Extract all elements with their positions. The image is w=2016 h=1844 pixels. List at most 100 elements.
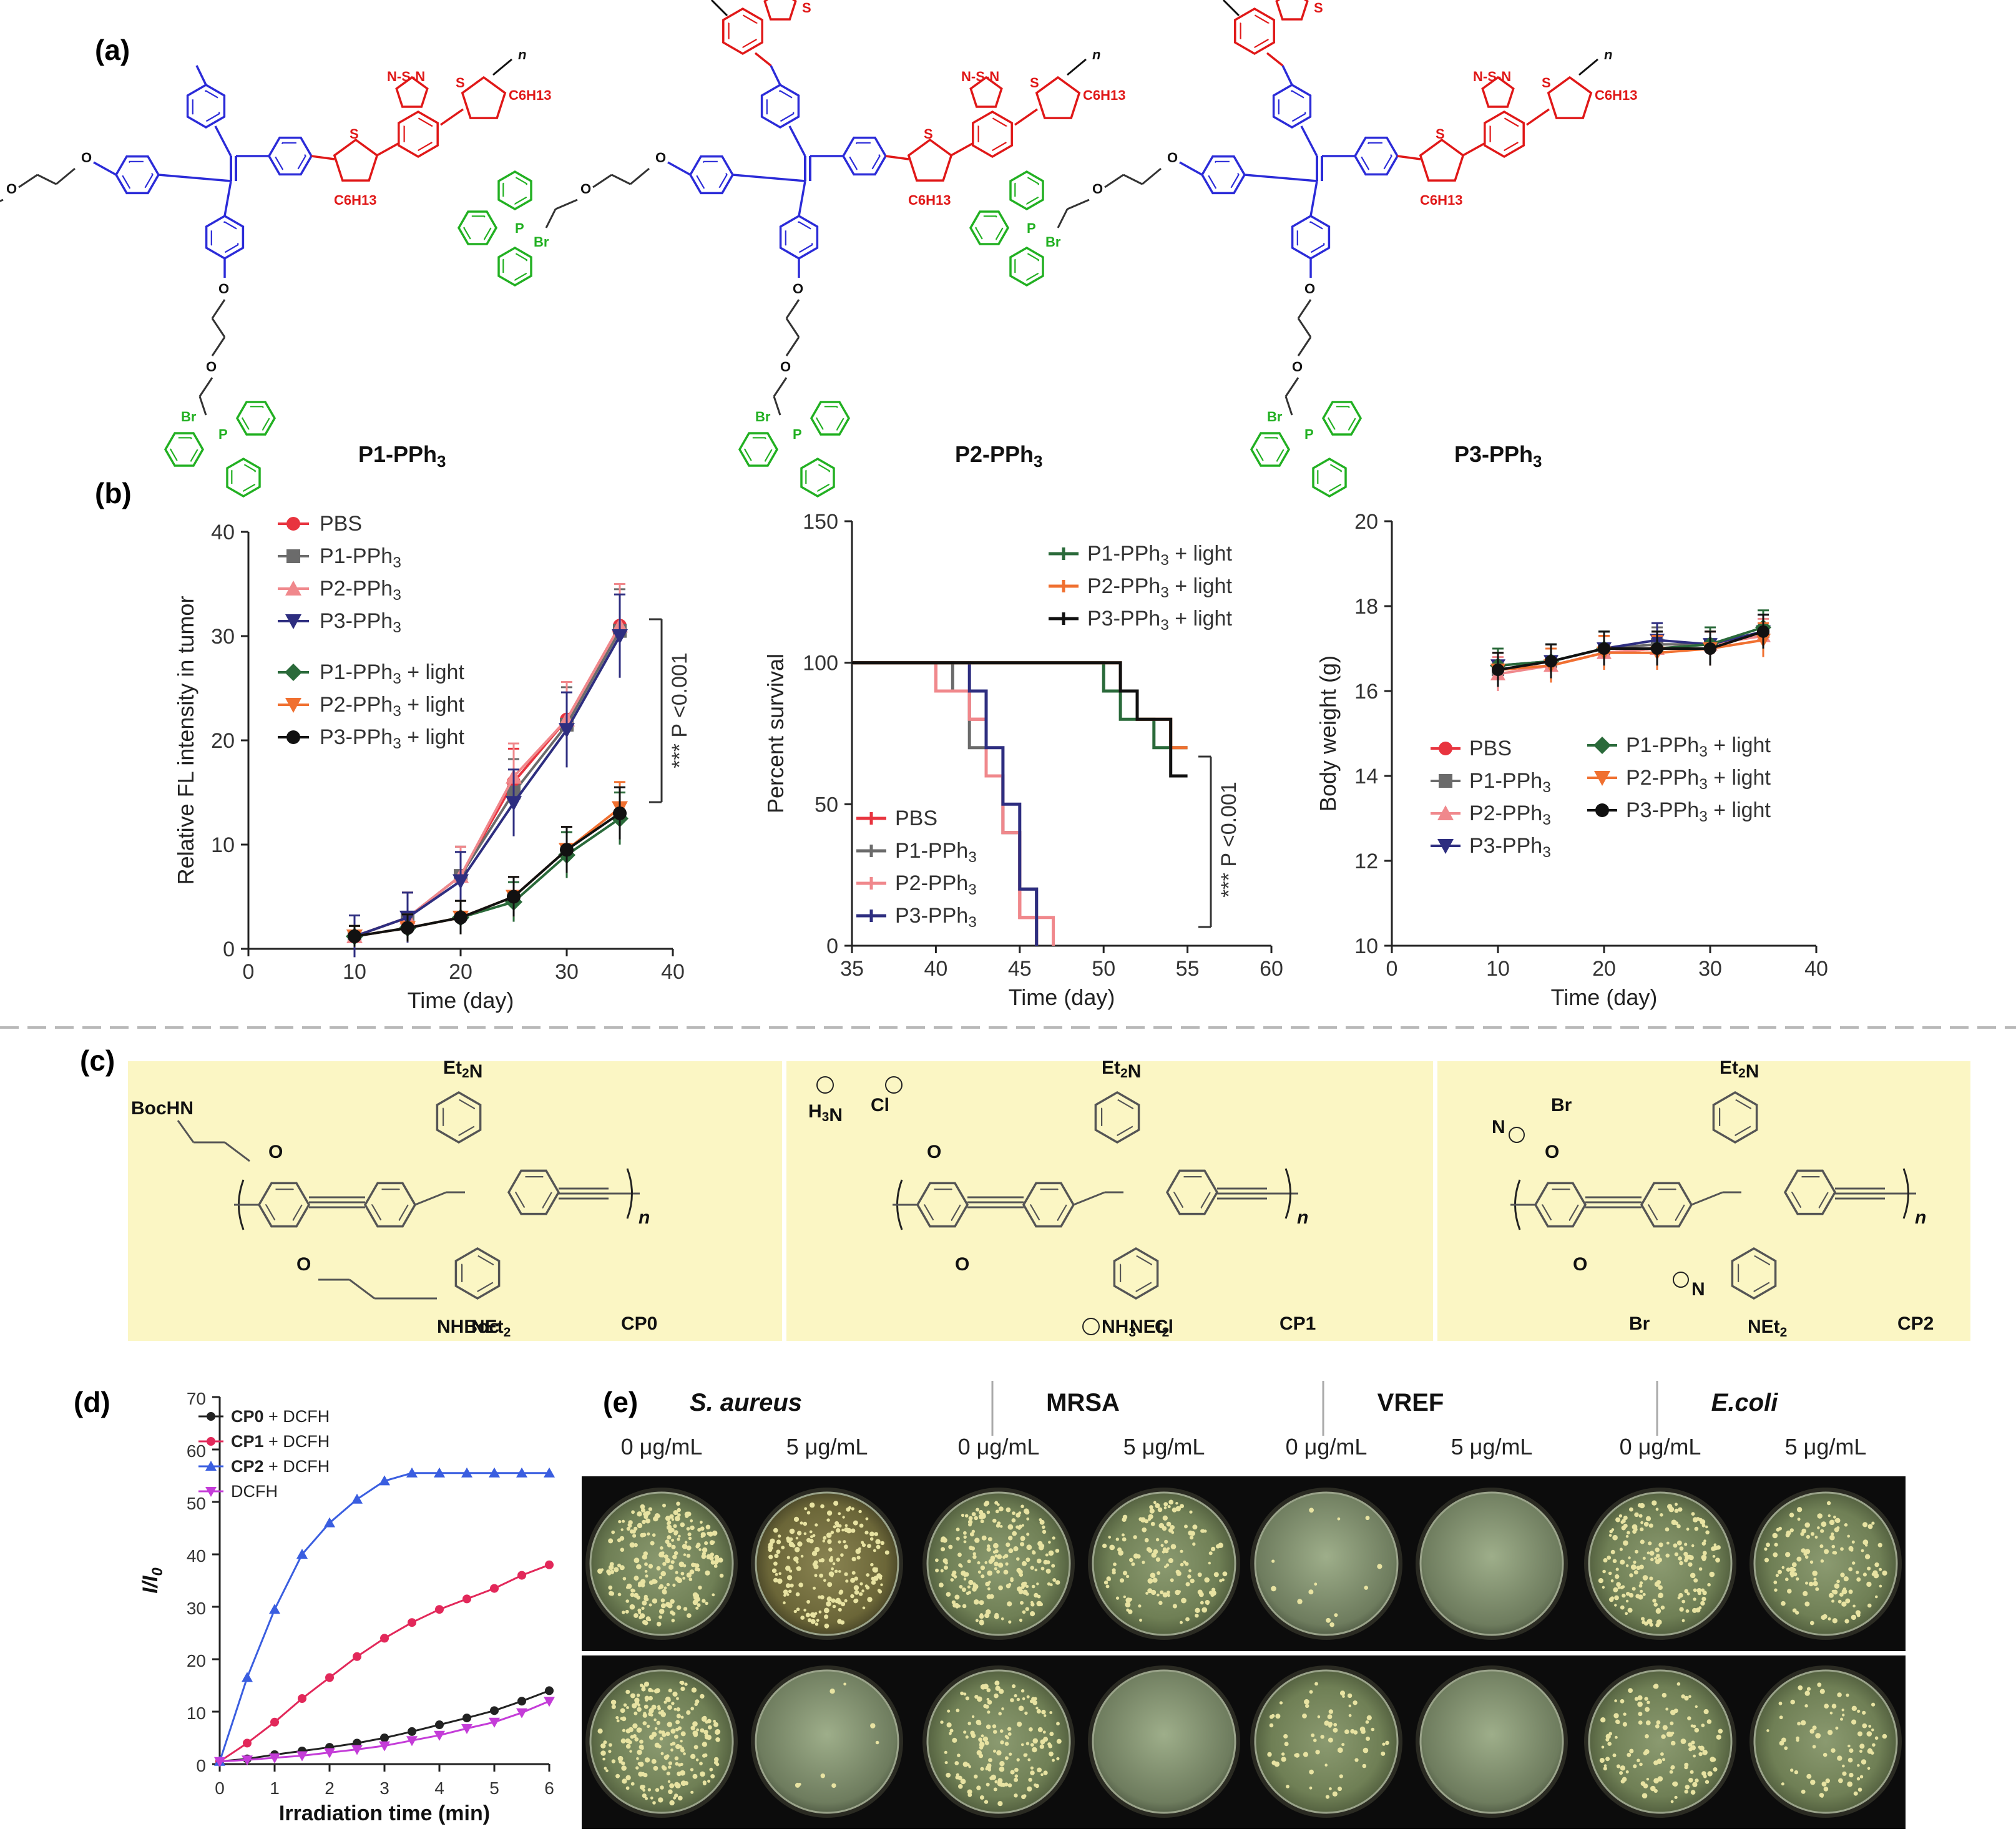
bacterial-colony bbox=[1175, 1569, 1180, 1574]
bacterial-colony bbox=[658, 1552, 664, 1557]
alkyl-chain bbox=[349, 1278, 375, 1300]
bacterial-colony bbox=[1055, 1580, 1060, 1585]
bacterial-colony bbox=[628, 1740, 632, 1745]
bacterial-colony bbox=[683, 1553, 687, 1556]
bacterial-colony bbox=[610, 1699, 617, 1705]
bacterial-colony bbox=[1026, 1544, 1032, 1551]
bacterial-colony bbox=[977, 1561, 981, 1564]
bacterial-colony bbox=[994, 1501, 999, 1505]
alkyl-chain bbox=[211, 336, 226, 356]
aromatic-bond bbox=[1101, 1098, 1133, 1137]
bacterial-colony bbox=[700, 1526, 705, 1531]
bacterial-colony bbox=[1861, 1759, 1867, 1765]
bacterial-colony bbox=[707, 1779, 711, 1783]
bacterial-colony bbox=[1620, 1699, 1625, 1704]
bacterial-colony bbox=[1817, 1513, 1823, 1519]
bacterial-colony bbox=[1790, 1768, 1794, 1772]
bacterial-colony bbox=[680, 1522, 685, 1528]
bacterial-colony bbox=[1676, 1524, 1681, 1529]
bacterial-colony bbox=[656, 1720, 661, 1725]
aromatic-bond bbox=[1173, 1176, 1211, 1209]
bacterial-colony bbox=[1025, 1585, 1029, 1588]
bacterial-colony bbox=[611, 1704, 616, 1709]
compound-name-p3: P3-PPh3 bbox=[1454, 441, 1542, 471]
tpe-ring-top bbox=[186, 83, 226, 129]
alkyl-chain bbox=[198, 396, 207, 416]
bacterial-colony bbox=[648, 1618, 652, 1622]
bacterial-colony bbox=[632, 1723, 638, 1729]
phenyl-ring bbox=[235, 401, 276, 436]
bacterial-colony bbox=[683, 1607, 688, 1611]
bacterial-colony bbox=[826, 1518, 830, 1522]
bacterial-colony bbox=[1018, 1524, 1022, 1529]
alkyl-chain bbox=[224, 1141, 250, 1162]
y-axis-title: Relative FL intensity in tumor bbox=[173, 596, 198, 885]
bacterial-colony bbox=[1647, 1700, 1650, 1704]
bacterial-colony bbox=[1784, 1746, 1788, 1750]
p-value-annotation: *** P <0.001 bbox=[1217, 782, 1241, 898]
bacteria-group-label: E.coli bbox=[1711, 1389, 1779, 1416]
bacterial-colony bbox=[1333, 1727, 1338, 1733]
bacterial-colony bbox=[1025, 1557, 1030, 1562]
bacterial-colony bbox=[1812, 1745, 1816, 1748]
chloride-label: Cl bbox=[1155, 1317, 1173, 1337]
bacterial-colony bbox=[1687, 1716, 1691, 1720]
bacterial-colony bbox=[675, 1516, 680, 1521]
bacterial-colony bbox=[622, 1519, 625, 1523]
bacterial-colony bbox=[1857, 1787, 1862, 1792]
bacterial-colony bbox=[1695, 1778, 1699, 1783]
bacterial-colony bbox=[666, 1582, 670, 1587]
bacterial-colony bbox=[1037, 1601, 1041, 1606]
bacterial-colony bbox=[639, 1613, 645, 1619]
repeat-bracket bbox=[710, 0, 728, 17]
bacterial-colony bbox=[1138, 1604, 1142, 1608]
panel-c-structures: nEt2NNEt2OOCP0nEt2NNEt2OOCP1nEt2NNEt2OOC… bbox=[128, 1057, 1970, 1341]
bacterial-colony bbox=[1180, 1621, 1183, 1624]
bacterial-colony bbox=[688, 1536, 692, 1541]
phenyl-ring bbox=[164, 432, 205, 467]
bacterial-colony bbox=[1015, 1525, 1019, 1529]
bacterial-colony bbox=[800, 1554, 804, 1558]
bacterial-colony bbox=[999, 1761, 1005, 1767]
bacterial-colony bbox=[1674, 1795, 1678, 1799]
bacterial-colony bbox=[1821, 1795, 1824, 1798]
bacterial-colony bbox=[609, 1591, 614, 1596]
petri-dish-agar bbox=[589, 1669, 734, 1814]
bacterial-colony bbox=[832, 1562, 836, 1566]
petri-dish-agar bbox=[1419, 1491, 1564, 1636]
thiadiazole-label: N-S-N bbox=[961, 69, 999, 84]
bacterial-colony bbox=[1172, 1508, 1177, 1513]
aromatic-bond bbox=[695, 160, 728, 189]
bacterial-colony bbox=[1857, 1731, 1862, 1737]
y-tick-label: 100 bbox=[803, 652, 838, 675]
bacterial-colony bbox=[1764, 1547, 1768, 1551]
bacterial-colony bbox=[956, 1536, 960, 1541]
bacterial-colony bbox=[638, 1772, 643, 1777]
bacterial-colony bbox=[1030, 1770, 1035, 1775]
bacterial-colony bbox=[987, 1537, 992, 1542]
alkyl-chain bbox=[1297, 318, 1312, 338]
bacterial-colony bbox=[788, 1589, 792, 1594]
bacterial-colony bbox=[1022, 1697, 1025, 1700]
bacterial-colony bbox=[648, 1695, 653, 1701]
bacterial-colony bbox=[998, 1506, 1004, 1512]
bacterial-colony bbox=[1841, 1601, 1847, 1607]
aromatic-bond bbox=[274, 142, 306, 170]
bacterial-colony bbox=[795, 1592, 800, 1597]
bacterial-colony bbox=[1121, 1533, 1125, 1537]
marker-circle bbox=[380, 1634, 389, 1643]
bacterial-colony bbox=[668, 1528, 673, 1534]
bacterial-colony bbox=[713, 1564, 718, 1568]
bacterial-colony bbox=[1867, 1603, 1872, 1608]
bond bbox=[1309, 180, 1318, 217]
bacterial-colony bbox=[647, 1532, 650, 1536]
phenylene-ring bbox=[257, 1182, 311, 1228]
bacterial-colony bbox=[844, 1524, 848, 1528]
bacterial-colony bbox=[818, 1559, 822, 1562]
bacterial-colony bbox=[702, 1547, 708, 1553]
bacterial-colony bbox=[1145, 1592, 1148, 1595]
boc-amine-label: BocHN bbox=[131, 1098, 193, 1119]
bacterial-colony bbox=[1645, 1516, 1651, 1521]
alkyl-chain bbox=[592, 174, 612, 189]
